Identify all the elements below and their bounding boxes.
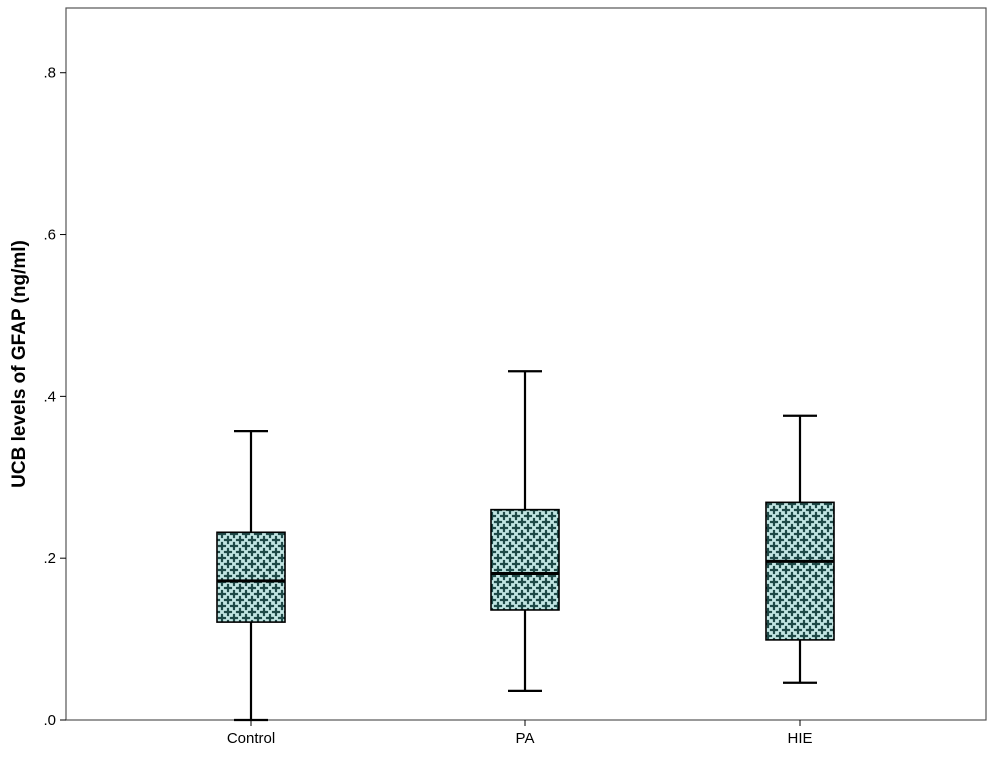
box-series: [216, 370, 835, 722]
plot-area-frame: [65, 7, 987, 721]
box-control: [216, 430, 286, 722]
interquartile-box: [765, 501, 835, 641]
y-tick-label: .8: [43, 65, 56, 82]
x-tick-label: Control: [227, 730, 275, 747]
x-tick-label: HIE: [787, 730, 812, 747]
y-tick-label: .6: [43, 227, 56, 244]
y-tick-label: .2: [43, 550, 56, 567]
x-tick-label: PA: [516, 730, 535, 747]
y-tick-label: .0: [43, 712, 56, 729]
x-axis: Control PA HIE: [227, 720, 813, 747]
y-tick-label: .4: [43, 388, 56, 405]
box-pa: [490, 370, 560, 692]
interquartile-box: [490, 508, 560, 611]
interquartile-box: [216, 531, 286, 623]
box-hie: [765, 414, 835, 684]
y-axis: .0 .2 .4 .6 .8: [43, 65, 66, 729]
y-axis-title: UCB levels of GFAP (ng/ml): [9, 240, 30, 488]
